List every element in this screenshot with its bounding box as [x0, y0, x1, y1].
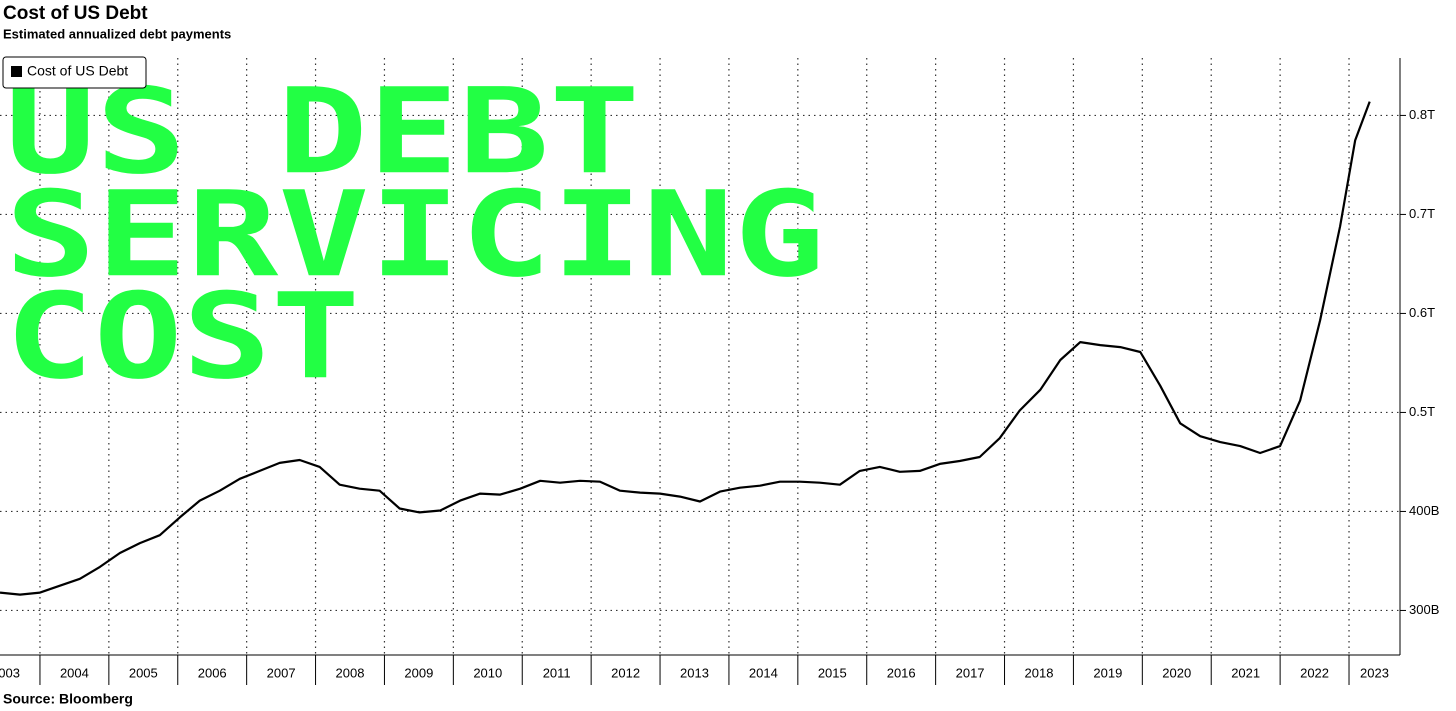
x-tick-label: 2019	[1093, 665, 1122, 680]
x-tick-label: 2017	[956, 665, 985, 680]
x-tick-label: 2012	[611, 665, 640, 680]
x-tick-label: 2010	[473, 665, 502, 680]
x-tick-label: 2018	[1025, 665, 1054, 680]
x-tick-label: 2004	[60, 665, 89, 680]
x-tick-label: 2008	[336, 665, 365, 680]
legend-label: Cost of US Debt	[27, 63, 128, 79]
y-tick-label: 0.7T	[1409, 206, 1435, 221]
legend-box	[2, 56, 147, 89]
y-tick-label: 300B	[1409, 602, 1439, 617]
x-tick-label: 2022	[1300, 665, 1329, 680]
legend-swatch	[11, 66, 22, 77]
x-tick-label: 2007	[267, 665, 296, 680]
x-axis: 2003 2004 2005 2006 2007 2008 2009 2010 2011 2012…	[0, 58, 1389, 685]
line	[0, 101, 1371, 596]
y-tick-label: 400B	[1409, 503, 1439, 518]
overlay-text: SERVICING	[5, 165, 825, 303]
x-tick-label: 2003	[0, 665, 20, 680]
chart-subtitle: Estimated annualized debt payments	[3, 26, 231, 41]
x-tick-label: 2020	[1162, 665, 1191, 680]
x-tick-label: 2006	[198, 665, 227, 680]
x-tick-label: 2023	[1360, 665, 1389, 680]
x-tick-label: 2014	[749, 665, 778, 680]
x-tick-label: 2013	[680, 665, 709, 680]
x-tick-label: 2016	[887, 665, 916, 680]
overlay-text: COST	[5, 267, 360, 405]
x-tick-label: 2005	[129, 665, 158, 680]
y-tick-label: 0.6T	[1409, 305, 1435, 320]
x-tick-label: 2021	[1231, 665, 1260, 680]
source: Source: Bloomberg	[3, 691, 133, 707]
y-tick-label: 0.8T	[1409, 107, 1435, 122]
x-tick-label: 2009	[404, 665, 433, 680]
chart-title: Cost of US Debt	[3, 3, 148, 24]
x-tick-label: 2015	[818, 665, 847, 680]
y-tick-label: 0.5T	[1409, 404, 1435, 419]
x-tick-label: 2011	[543, 665, 571, 680]
